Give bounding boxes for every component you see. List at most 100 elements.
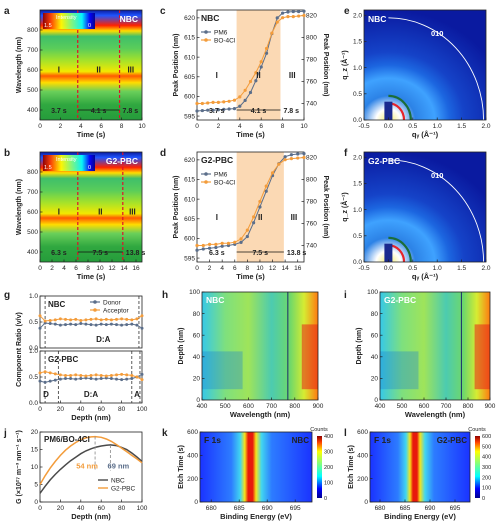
data-point [94, 317, 98, 321]
y-tick-label: 500 [27, 229, 38, 236]
y2-tick-label: 820 [306, 13, 317, 20]
data-point [281, 11, 285, 15]
data-point [48, 379, 52, 383]
panel-letter-c: c [160, 6, 166, 17]
colorbar-tick-label: 400 [324, 434, 333, 440]
data-point [277, 162, 281, 166]
data-point [195, 101, 199, 106]
y2-tick-label: 780 [306, 199, 317, 206]
x-tick-label: 8 [246, 265, 250, 272]
data-point [48, 322, 52, 326]
y-tick-label: 80 [371, 311, 379, 318]
x-tick-label: 500 [397, 403, 408, 410]
x-tick-label: 685 [400, 505, 411, 512]
data-point [120, 378, 124, 382]
y2-tick-label: 740 [306, 101, 317, 108]
data-point [130, 318, 134, 322]
colorbar-max: 1.5 [44, 165, 52, 171]
annotation: 4.1 s [251, 108, 267, 115]
x-tick-label: 0 [38, 505, 42, 512]
y-tick-label: 0.0 [29, 345, 38, 352]
y-tick-label: 600 [187, 429, 198, 436]
data-point [289, 157, 294, 161]
subplot-title: G2-PBC [48, 355, 78, 364]
heatmap-image [202, 292, 318, 400]
legend-label: Acceptor [103, 307, 129, 314]
colorbar-label: Counts [310, 427, 328, 433]
x-axis-label: Time (s) [77, 272, 106, 281]
x-tick-label: 0 [38, 123, 42, 130]
y-axis-label: Depth (nm) [178, 328, 185, 365]
y-axis-label: Peak Position (nm) [173, 33, 180, 96]
panel-title: G2-PBC [384, 295, 416, 305]
x-tick-label: 0 [38, 265, 42, 272]
data-point [206, 101, 210, 105]
panel-j: 0 20 40 60 80 100 0 5 10 15 20 Depth (nm) G (×10²⁷ m… [16, 429, 148, 521]
legend-label: BO-4Cl [214, 37, 236, 44]
x-tick-label: 0.5 [408, 123, 417, 130]
x-tick-label: 8 [86, 265, 90, 272]
panel-k: 680 685 690 695 0 200 400 600 Binding Energy (eV… [178, 427, 333, 521]
data-point [248, 90, 253, 95]
colorbar-tick-label: 200 [324, 465, 333, 471]
data-point [238, 95, 242, 99]
x-tick-label: 800 [289, 403, 300, 410]
heatmap-image [200, 432, 312, 502]
y-tick-label: 0.5 [353, 91, 362, 98]
x-tick-label: 10 [300, 123, 308, 130]
data-point [115, 373, 118, 377]
y-axis-label: Wavelength (nm) [16, 37, 23, 93]
x-tick-label: 800 [463, 403, 474, 410]
data-point [89, 317, 93, 321]
x-axis-label: Time (s) [77, 130, 106, 139]
x-tick-label: 690 [425, 505, 436, 512]
data-point [48, 318, 52, 322]
data-point [109, 318, 113, 322]
data-point [38, 314, 42, 318]
y-tick-label: 600 [27, 67, 38, 74]
stage-label: I [216, 213, 218, 222]
legend-label: PM6 [214, 171, 228, 178]
x-tick-label: 600 [419, 403, 430, 410]
annotation: 13.8 s [287, 250, 307, 257]
data-point [53, 322, 57, 326]
y-tick-label: 610 [184, 54, 195, 61]
y-tick-label: 400 [27, 107, 38, 114]
x-tick-label: 680 [375, 505, 386, 512]
data-point [43, 370, 47, 374]
data-point [297, 14, 301, 18]
y-tick-label: 700 [27, 47, 38, 54]
x-tick-label: 4 [62, 265, 66, 272]
data-point [74, 323, 78, 327]
x-tick-label: 14 [282, 265, 290, 272]
data-point [207, 242, 212, 246]
data-point [140, 378, 144, 382]
heatmap-feature [301, 324, 318, 390]
x-tick-label: 14 [120, 265, 128, 272]
data-point [74, 317, 78, 321]
x-tick-label: 700 [441, 403, 452, 410]
x-tick-label: 900 [485, 403, 496, 410]
data-point [84, 374, 88, 378]
data-point [232, 107, 237, 111]
x-tick-label: 690 [262, 505, 273, 512]
data-point [89, 377, 93, 381]
x-tick-label: 40 [77, 505, 85, 512]
x-tick-label: 100 [137, 406, 148, 413]
heatmap-feature [380, 351, 419, 390]
data-point [125, 323, 129, 327]
x-tick-label: 20 [57, 406, 65, 413]
x-tick-label: 400 [375, 403, 386, 410]
annotation: F 1s [374, 435, 391, 445]
y-tick-label: 800 [27, 27, 38, 34]
plot-frame [196, 151, 305, 263]
data-point [99, 318, 103, 322]
x-tick-label: 0.5 [408, 265, 417, 272]
y-axis-label: Depth (nm) [356, 328, 363, 365]
data-point [64, 373, 67, 377]
x-tick-label: 20 [57, 505, 65, 512]
annotation: 3.7 s [51, 108, 67, 115]
panel-letter-e: e [344, 6, 350, 17]
heatmap-image [370, 432, 470, 502]
